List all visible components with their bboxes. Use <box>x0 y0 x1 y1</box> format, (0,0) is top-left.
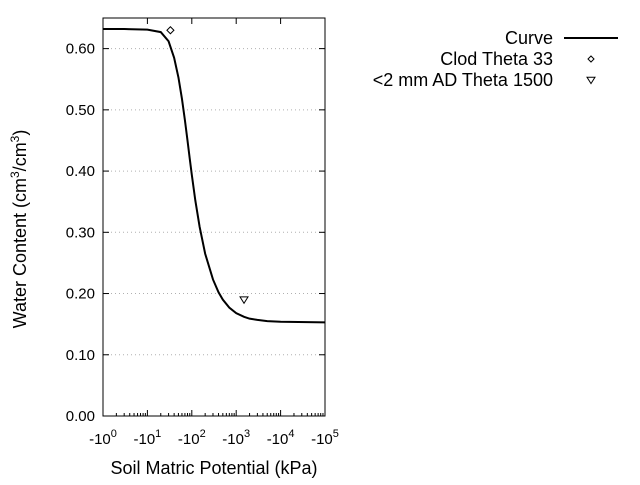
marker-ad-theta-1500 <box>239 296 249 305</box>
y-axis-title-part: Water Content (cm <box>10 178 30 328</box>
plot-frame <box>102 17 326 417</box>
x-tick-label-base: -10 <box>178 431 200 448</box>
x-tick-label-exponent: 3 <box>244 428 250 440</box>
y-axis-title-part: /cm <box>10 142 30 171</box>
y-axis-title-part: ) <box>10 130 30 136</box>
y-tick-label: 0.50 <box>66 102 95 119</box>
x-tick-label: -101 <box>133 428 161 448</box>
x-tick-label-exponent: 1 <box>155 428 161 440</box>
y-tick-label: 0.30 <box>66 224 95 241</box>
marker-clod-theta-33 <box>166 26 175 35</box>
x-tick-label-base: -10 <box>89 431 111 448</box>
x-tick-label-exponent: 0 <box>111 428 117 440</box>
y-axis-title-superscript: 3 <box>8 135 22 142</box>
y-tick-label: 0.60 <box>66 41 95 58</box>
x-tick-label: -103 <box>222 428 250 448</box>
x-tick-label-base: -10 <box>133 431 155 448</box>
y-axis-title-superscript: 3 <box>8 171 22 178</box>
x-tick-label: -100 <box>89 428 117 448</box>
y-axis-title: Water Content (cm3/cm3) <box>8 130 30 329</box>
x-tick-label: -104 <box>267 428 295 448</box>
x-tick-label-base: -10 <box>267 431 289 448</box>
y-tick-label: 0.10 <box>66 347 95 364</box>
x-tick-label: -105 <box>311 428 339 448</box>
x-tick-label-exponent: 4 <box>288 428 294 440</box>
x-tick-label-exponent: 2 <box>200 428 206 440</box>
y-tick-label: 0.40 <box>66 163 95 180</box>
legend-label: <2 mm AD Theta 1500 <box>373 70 553 90</box>
legend-marker-diamond <box>587 55 595 63</box>
x-axis-title: Soil Matric Potential (kPa) <box>110 458 317 478</box>
x-tick-label: -102 <box>178 428 206 448</box>
curve-line <box>103 28 326 324</box>
x-tick-label-base: -10 <box>222 431 244 448</box>
x-tick-label-base: -10 <box>311 431 333 448</box>
legend-label: Curve <box>505 28 553 48</box>
legend-label: Clod Theta 33 <box>440 49 553 69</box>
y-tick-label: 0.00 <box>66 408 95 425</box>
x-tick-label-exponent: 5 <box>333 428 339 440</box>
legend-marker-triangle <box>586 76 596 85</box>
y-tick-label: 0.20 <box>66 286 95 303</box>
